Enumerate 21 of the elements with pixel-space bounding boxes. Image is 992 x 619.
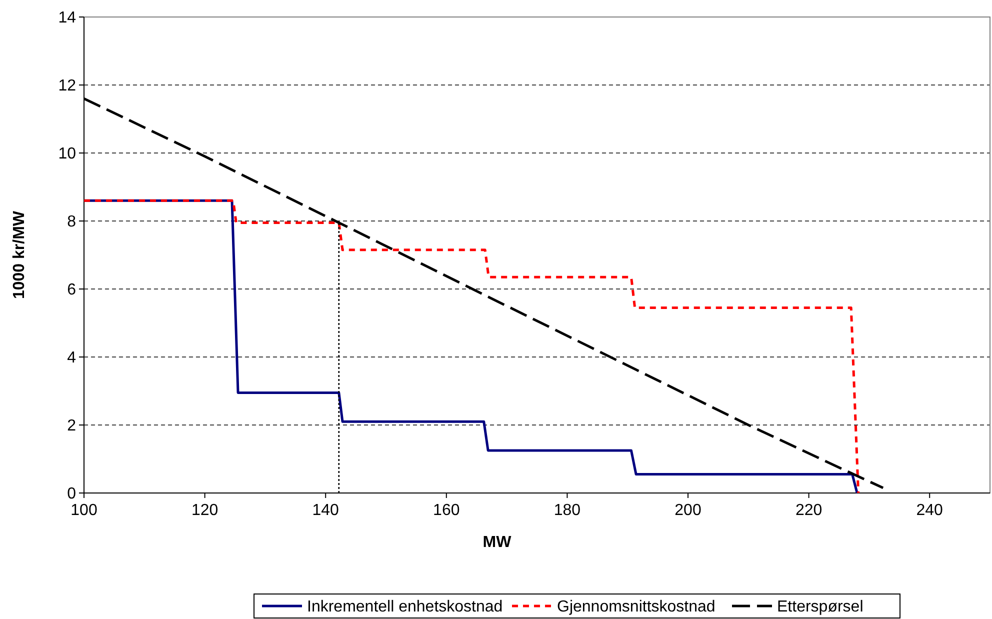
y-tick-label: 14 [58, 10, 76, 27]
x-axis-title: MW [482, 534, 512, 551]
y-tick-label: 6 [67, 282, 76, 299]
x-tick-label: 120 [191, 502, 218, 519]
legend-label: Etterspørsel [777, 598, 864, 616]
x-tick-label: 220 [795, 502, 822, 519]
y-tick-label: 10 [58, 146, 76, 163]
y-axis-title: 1000 kr/MW [11, 210, 28, 300]
legend-label: Gjennomsnittskostnad [557, 598, 716, 616]
y-tick-label: 0 [67, 486, 76, 503]
x-tick-label: 180 [554, 502, 581, 519]
x-tick-label: 160 [433, 502, 460, 519]
x-tick-label: 200 [674, 502, 702, 519]
x-tick-label: 240 [916, 502, 944, 519]
y-tick-label: 8 [67, 214, 76, 231]
y-tick-label: 2 [67, 418, 76, 435]
x-tick-label: 100 [70, 502, 98, 519]
legend-label: Inkrementell enhetskostnad [307, 598, 503, 616]
x-tick-label: 140 [312, 502, 340, 519]
y-tick-label: 12 [58, 78, 76, 95]
y-tick-label: 4 [67, 350, 76, 367]
